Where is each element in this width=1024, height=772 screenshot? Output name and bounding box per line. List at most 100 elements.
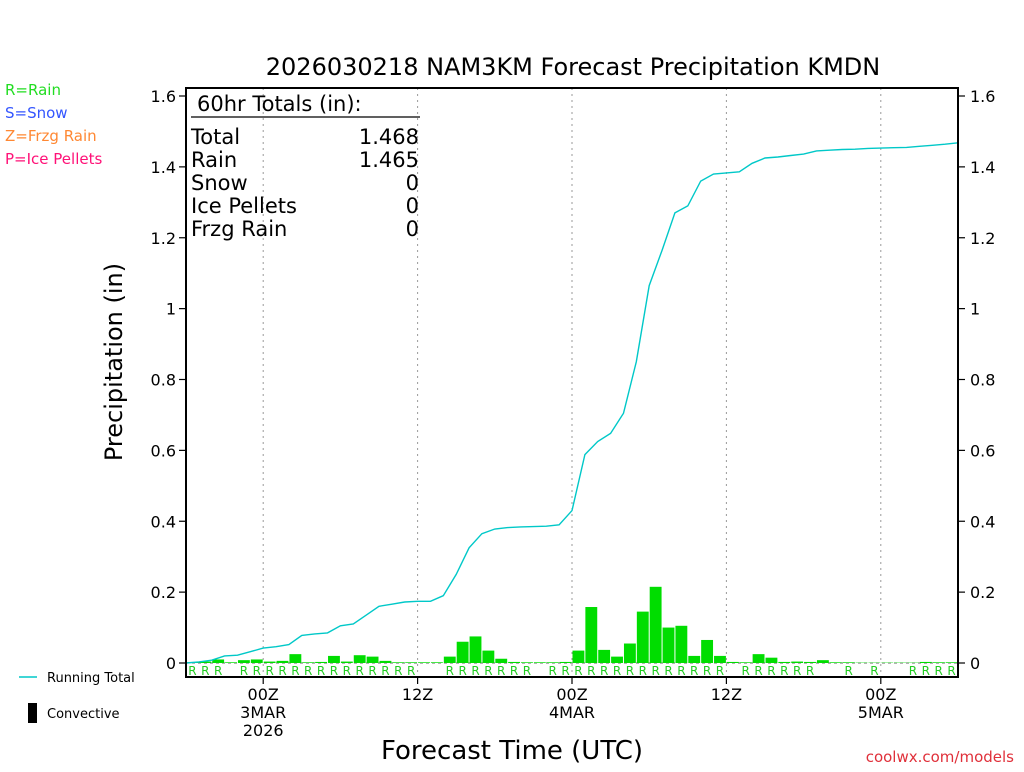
bar-hour-30 [560,662,572,663]
bar-hour-38 [663,628,675,663]
y-tick-label-left-5: 1 [166,300,176,319]
totals-label-1: Rain [191,148,237,172]
bar-hour-44 [740,662,752,663]
bar-hour-36 [637,612,649,663]
type-marker-hour-15: R [368,664,376,678]
type-marker-hour-39: R [677,664,685,678]
type-marker-hour-46: R [767,664,775,678]
type-marker-hour-59: R [935,664,943,678]
y-tick-label-left-6: 1.2 [151,229,176,248]
type-marker-hour-16: R [381,664,389,678]
bar-hour-39 [675,626,687,663]
bar-hour-58 [920,662,932,663]
credit-text: coolwx.com/models [866,748,1014,766]
bar-hour-24 [482,651,494,663]
y-tick-label-left-1: 0.2 [151,583,176,602]
type-legend-3: P=Ice Pellets [5,150,102,168]
y-tick-label-left-4: 0.8 [151,371,176,390]
bar-hour-32 [585,607,597,663]
y-tick-label-right-3: 0.6 [970,441,995,460]
totals-value-0: 1.468 [359,125,419,149]
bar-hour-16 [380,661,392,663]
totals-header: 60hr Totals (in): [197,92,362,116]
bar-hour-10 [302,662,314,663]
type-marker-hour-7: R [265,664,273,678]
x-tick-label-0-2: 2026 [243,721,284,740]
bar-hour-37 [650,587,662,663]
bar-hour-4 [225,662,237,663]
bar-hour-7 [264,662,276,663]
y-tick-label-right-7: 1.4 [970,158,995,177]
type-marker-hour-14: R [356,664,364,678]
bar-hour-18 [405,662,417,663]
convective-legend-label: Convective [47,707,120,722]
y-tick-label-left-7: 1.4 [151,158,176,177]
convective-legend-swatch [28,703,37,723]
type-legend-0: R=Rain [5,81,61,99]
bar-hour-20 [431,662,443,663]
bar-hour-43 [727,662,739,663]
type-marker-hour-13: R [343,664,351,678]
x-tick-label-4-1: 5MAR [858,703,904,722]
type-marker-hour-57: R [909,664,917,678]
bar-hour-29 [547,662,559,663]
type-marker-hour-52: R [844,664,852,678]
type-marker-hour-18: R [407,664,415,678]
chart-title: 2026030218 NAM3KM Forecast Precipitation… [266,53,880,81]
type-marker-hour-38: R [664,664,672,678]
type-marker-hour-10: R [304,664,312,678]
x-axis-label: Forecast Time (UTC) [381,736,643,766]
type-marker-hour-9: R [291,664,299,678]
type-marker-hour-27: R [523,664,531,678]
line-legend: Running Total Convective [19,671,135,723]
type-marker-hour-36: R [639,664,647,678]
bar-hour-33 [598,650,610,663]
type-marker-hour-3: R [214,664,222,678]
totals-label-0: Total [190,125,240,149]
type-marker-hour-8: R [278,664,286,678]
x-tick-label-2-1: 4MAR [549,703,595,722]
type-marker-hour-34: R [613,664,621,678]
bar-hour-11 [315,662,327,663]
type-marker-hour-48: R [793,664,801,678]
bar-hour-40 [688,656,700,663]
bar-hour-31 [573,651,585,663]
type-marker-hour-6: R [253,664,261,678]
type-marker-hour-29: R [549,664,557,678]
bar-hour-17 [392,662,404,663]
bar-hour-34 [611,657,623,663]
bar-hour-8 [277,661,289,663]
x-tick-label-0-1: 3MAR [240,703,286,722]
bar-hour-52 [843,662,855,663]
type-marker-hour-54: R [870,664,878,678]
type-marker-hour-30: R [561,664,569,678]
type-marker-hour-49: R [806,664,814,678]
bar-hour-19 [418,662,430,663]
running-total-legend-label: Running Total [47,671,135,686]
y-tick-label-right-0: 0 [970,654,980,673]
bar-hour-26 [508,662,520,663]
bar-hour-12 [328,656,340,663]
type-marker-hour-2: R [201,664,209,678]
bar-hour-48 [791,662,803,663]
y-tick-label-right-6: 1.2 [970,229,995,248]
bar-hour-59 [933,662,945,663]
y-tick-label-right-4: 0.8 [970,371,995,390]
type-marker-hour-22: R [458,664,466,678]
type-marker-hour-24: R [484,664,492,678]
bar-hour-15 [367,657,379,663]
type-marker-hour-42: R [716,664,724,678]
bar-hour-13 [341,662,353,663]
totals-value-4: 0 [406,217,419,241]
bar-hour-5 [238,660,250,663]
type-marker-hour-33: R [600,664,608,678]
bar-hour-22 [457,642,469,663]
type-marker-hour-26: R [510,664,518,678]
type-marker-hour-37: R [651,664,659,678]
type-marker-hour-47: R [780,664,788,678]
bar-hour-60 [946,662,958,663]
totals-label-2: Snow [191,171,248,195]
